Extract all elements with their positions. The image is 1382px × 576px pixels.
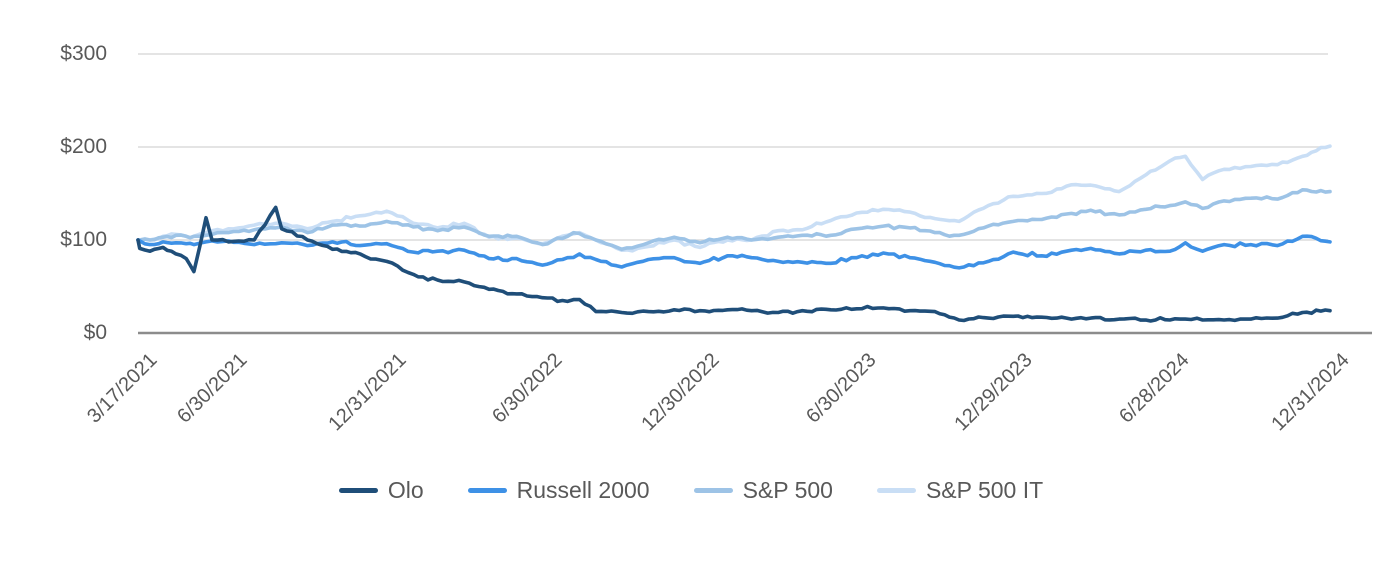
legend-label: Olo: [387, 476, 424, 503]
y-axis-tick-label: $100: [60, 228, 107, 251]
legend-label: S&P 500: [742, 476, 833, 503]
legend-line-swatch: [338, 487, 378, 493]
series-line-s-p-500: [136, 188, 1332, 252]
legend-label: Russell 2000: [516, 476, 650, 503]
series-line-olo: [136, 205, 1332, 323]
y-axis-tick-label: $300: [60, 42, 107, 65]
legend-line-swatch: [467, 487, 507, 493]
legend-line-swatch: [876, 487, 916, 493]
legend-item-russell-2000: Russell 2000: [467, 476, 650, 504]
series-line-russell-2000: [136, 234, 1332, 270]
legend-item-olo: Olo: [338, 476, 424, 504]
chart-legend: Olo Russell 2000 S&P 500 S&P 500 IT: [0, 472, 1382, 508]
legend-item-s-p-500: S&P 500: [693, 476, 833, 504]
y-axis-tick-label: $0: [83, 321, 107, 344]
legend-label: S&P 500 IT: [925, 476, 1044, 503]
y-axis-tick-label: $200: [60, 135, 107, 158]
legend-line-swatch: [693, 487, 733, 493]
legend-item-s-p-500-it: S&P 500 IT: [876, 476, 1044, 504]
series-line-s-p-500-it: [136, 144, 1332, 253]
